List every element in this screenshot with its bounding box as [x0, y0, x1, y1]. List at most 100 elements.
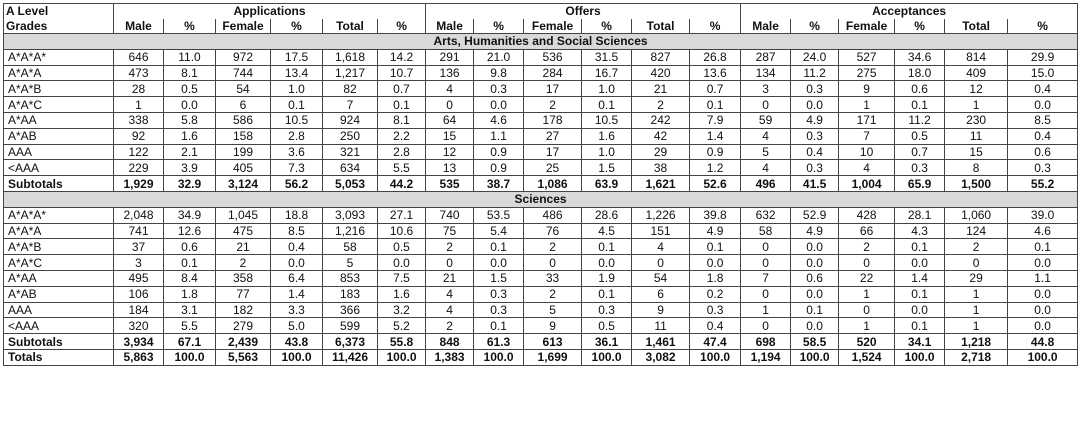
value-cell: 41.5	[790, 175, 840, 192]
group-header-applications: Applications	[112, 3, 427, 19]
value-cell: 0	[944, 254, 1009, 271]
value-cell: 17	[523, 143, 583, 161]
value-cell: 6	[215, 96, 271, 113]
table-row: A*A*A 741 12.6 475 8.5 1,216 10.6 75 5.4 76 4.5 151…	[3, 222, 1079, 240]
grade-cell: A*A*B	[3, 238, 114, 256]
grade-cell: A*A*A*	[3, 48, 114, 66]
value-cell: 3,124	[215, 175, 271, 192]
value-cell: 2	[523, 238, 583, 256]
value-cell: 82	[322, 80, 378, 98]
value-cell: 495	[113, 269, 164, 287]
value-cell: 11,426	[322, 348, 378, 366]
subcolumn-header: %	[376, 18, 427, 34]
value-cell: 924	[322, 111, 378, 129]
grade-cell: Subtotals	[3, 333, 114, 350]
value-cell: 0.1	[581, 238, 633, 256]
value-cell: 39.8	[689, 206, 742, 224]
value-cell: 741	[113, 222, 164, 240]
value-cell: 1	[944, 96, 1009, 113]
value-cell: 0.9	[689, 143, 742, 161]
value-cell: 54	[215, 80, 271, 98]
value-cell: 0.7	[894, 143, 946, 161]
value-cell: 5	[740, 143, 792, 161]
value-cell: 0.6	[790, 269, 840, 287]
table-row: A*AA 495 8.4 358 6.4 853 7.5 21 1.5 33 1.9 54 1.8 7 0.…	[3, 269, 1079, 287]
value-cell: 0.0	[1007, 301, 1079, 319]
value-cell: 520	[838, 333, 896, 350]
value-cell: 1.2	[689, 159, 742, 177]
value-cell: 0.1	[894, 317, 946, 335]
subtotal-row: Subtotals 3,934 67.1 2,439 43.8 6,373 55.8 848 6…	[3, 333, 1079, 350]
subcolumn-header: %	[581, 18, 633, 34]
value-cell: 52.9	[790, 206, 840, 224]
value-cell: 358	[215, 269, 271, 287]
value-cell: 2	[215, 254, 271, 271]
value-cell: 5	[523, 301, 583, 319]
value-cell: 744	[215, 64, 271, 82]
value-cell: 1,217	[322, 64, 378, 82]
value-cell: 1.4	[689, 127, 742, 145]
section-title: Arts, Humanities and Social Sciences	[2, 33, 1079, 50]
value-cell: 0.6	[894, 80, 946, 98]
value-cell: 4.6	[1007, 222, 1079, 240]
value-cell: 12.6	[163, 222, 216, 240]
value-cell: 1,004	[838, 175, 896, 192]
grade-cell: A*AB	[3, 127, 114, 145]
value-cell: 1.5	[581, 159, 633, 177]
value-cell: 1,621	[631, 175, 691, 192]
value-cell: 848	[425, 333, 475, 350]
value-cell: 827	[631, 48, 691, 66]
value-cell: 3,082	[631, 348, 691, 366]
value-cell: 486	[523, 206, 583, 224]
value-cell: 0.3	[581, 301, 633, 319]
value-cell: 2	[523, 285, 583, 303]
value-cell: 7	[838, 127, 896, 145]
value-cell: 740	[425, 206, 475, 224]
value-cell: 0.0	[689, 254, 742, 271]
value-cell: 0.3	[473, 301, 525, 319]
value-cell: 0	[631, 254, 691, 271]
value-cell: 38	[631, 159, 691, 177]
value-cell: 10.6	[376, 222, 427, 240]
value-cell: 47.4	[689, 333, 742, 350]
value-cell: 13.6	[689, 64, 742, 82]
value-cell: 0	[740, 317, 792, 335]
value-cell: 1,461	[631, 333, 691, 350]
value-cell: 242	[631, 111, 691, 129]
subcolumn-header: %	[473, 18, 525, 34]
value-cell: 2	[838, 238, 896, 256]
value-cell: 59	[740, 111, 792, 129]
value-cell: 5,563	[215, 348, 271, 366]
value-cell: 134	[740, 64, 792, 82]
value-cell: 1.1	[473, 127, 525, 145]
value-cell: 4.5	[581, 222, 633, 240]
value-cell: 250	[322, 127, 378, 145]
value-cell: 0.3	[689, 301, 742, 319]
value-cell: 6	[631, 285, 691, 303]
header-row-groups: A Level Applications Offers Acceptances	[3, 3, 1079, 19]
subcolumn-header: Male	[113, 18, 164, 34]
value-cell: 1	[838, 96, 896, 113]
value-cell: 6.4	[270, 269, 323, 287]
value-cell: 5,863	[113, 348, 164, 366]
value-cell: 12	[425, 143, 475, 161]
value-cell: 0.0	[1007, 96, 1079, 113]
value-cell: 1,045	[215, 206, 271, 224]
value-cell: 21	[425, 269, 475, 287]
value-cell: 28	[113, 80, 164, 98]
grade-cell: AAA	[3, 301, 114, 319]
subcolumn-header: Total	[322, 18, 378, 34]
value-cell: 1.0	[581, 143, 633, 161]
value-cell: 10.5	[270, 111, 323, 129]
value-cell: 8.5	[1007, 111, 1079, 129]
value-cell: 22	[838, 269, 896, 287]
grade-cell: <AAA	[3, 159, 114, 177]
value-cell: 0.0	[790, 317, 840, 335]
value-cell: 5.4	[473, 222, 525, 240]
value-cell: 27	[523, 127, 583, 145]
value-cell: 122	[113, 143, 164, 161]
grades-table: A Level Applications Offers Acceptances …	[2, 3, 1079, 366]
value-cell: 1	[944, 285, 1009, 303]
value-cell: 34.1	[894, 333, 946, 350]
value-cell: 52.6	[689, 175, 742, 192]
